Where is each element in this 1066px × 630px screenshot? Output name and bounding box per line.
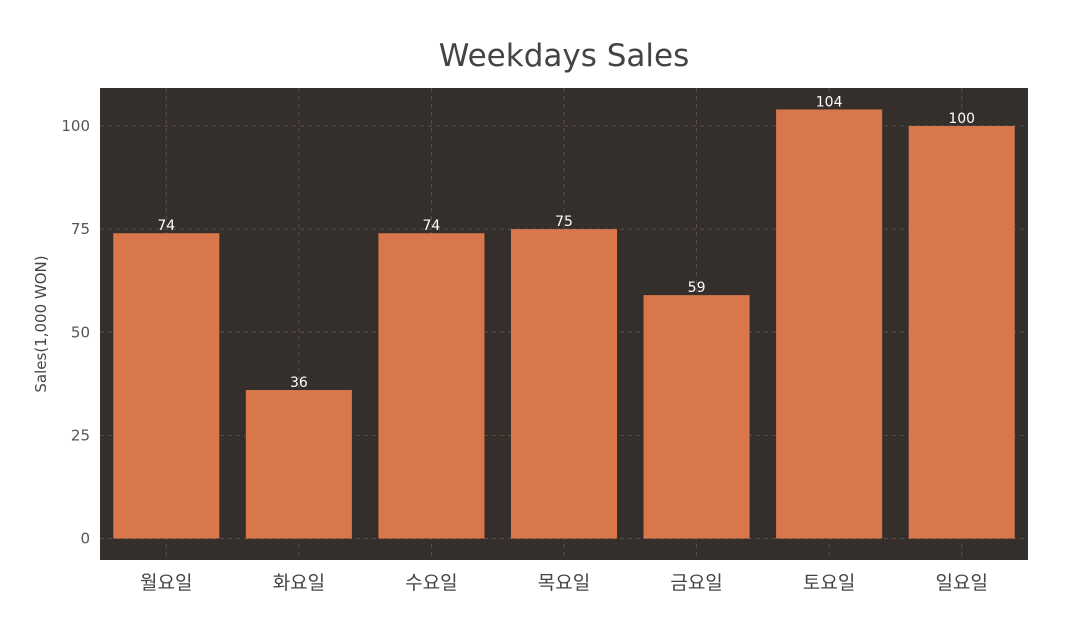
y-tick-label: 75 <box>71 220 90 238</box>
bar <box>510 229 618 539</box>
x-tick-label: 토요일 <box>803 572 855 594</box>
data-label: 75 <box>555 214 573 230</box>
data-labels: 74 36 74 75 59 104 100 <box>157 94 975 391</box>
data-label: 104 <box>816 94 843 110</box>
data-label: 74 <box>157 218 175 234</box>
x-axis-ticks: 월요일 화요일 수요일 목요일 금요일 토요일 일요일 <box>140 572 988 594</box>
y-tick-label: 100 <box>61 117 90 135</box>
y-tick-label: 25 <box>71 426 90 444</box>
x-tick-label: 월요일 <box>140 572 192 594</box>
bar <box>908 125 1015 539</box>
bars <box>113 109 1015 539</box>
data-label: 100 <box>948 111 975 127</box>
bar <box>245 390 352 539</box>
x-tick-label: 목요일 <box>538 572 590 594</box>
data-label: 36 <box>290 375 308 391</box>
y-axis-ticks: 0 25 50 75 100 <box>61 117 90 548</box>
bar <box>378 233 485 539</box>
x-tick-label: 화요일 <box>273 572 325 594</box>
chart-title: Weekdays Sales <box>438 38 690 74</box>
x-tick-label: 일요일 <box>935 572 987 594</box>
data-label: 59 <box>688 280 706 296</box>
x-tick-label: 금요일 <box>670 572 722 594</box>
bar <box>113 233 220 539</box>
y-tick-label: 0 <box>80 530 90 548</box>
x-tick-label: 수요일 <box>405 572 457 594</box>
y-axis-label: Sales(1,000 WON) <box>32 255 50 392</box>
data-label: 74 <box>423 218 441 234</box>
bar <box>643 295 750 539</box>
bar <box>776 109 883 539</box>
y-tick-label: 50 <box>71 323 90 341</box>
